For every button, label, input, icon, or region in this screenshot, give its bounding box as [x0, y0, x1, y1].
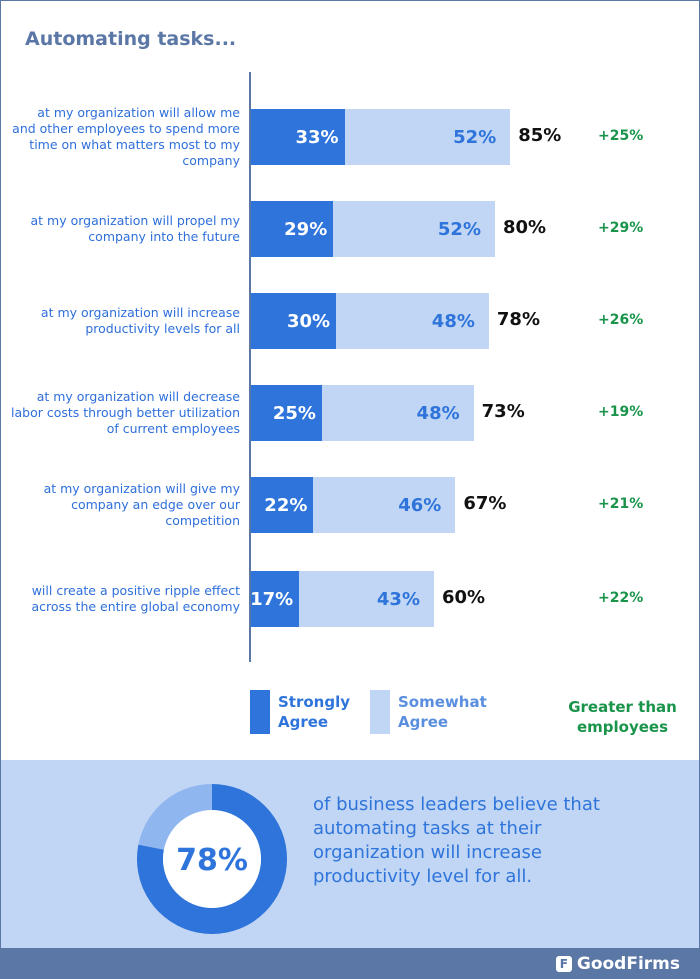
category-label: will create a positive ripple effect acr…: [31, 583, 241, 614]
difference-label: +29%: [598, 220, 644, 236]
total-label: 80%: [503, 217, 547, 238]
category-label: at my organization will decrease labor c…: [11, 389, 240, 436]
total-label: 73%: [481, 401, 525, 422]
donut-chart: 78%: [137, 784, 287, 934]
callout-text: of business leaders believe that automat…: [313, 794, 600, 887]
category-label: at my organization will increase product…: [40, 305, 240, 336]
callout-section: [1, 760, 699, 948]
legend-swatch-somewhat-agree: [370, 690, 390, 734]
bar-strongly-agree: 29%: [251, 201, 334, 257]
category-label: at my organization will propel my compan…: [30, 213, 241, 244]
difference-label: +21%: [598, 496, 644, 512]
bar-somewhat-agree: 48%: [321, 385, 474, 441]
legend-swatch-strongly-agree: [250, 690, 270, 734]
total-label: 85%: [518, 125, 562, 146]
legend-greater-than-employees: Greater than employees: [568, 698, 677, 736]
total-label: 67%: [463, 493, 507, 514]
chart-title: Automating tasks...: [25, 28, 237, 50]
goodfirms-logo-icon: F: [555, 956, 572, 972]
total-label: 78%: [496, 309, 540, 330]
legend-strongly-agree: Strongly Agree: [278, 693, 351, 731]
bar-somewhat-agree: 46%: [313, 477, 456, 533]
donut-center: [163, 810, 261, 908]
goodfirms-logo: F GoodFirms: [555, 954, 680, 974]
bar-strongly-agree: 33%: [251, 109, 345, 165]
donut-value-label: 78%: [176, 843, 248, 878]
bar-somewhat-agree: 52%: [333, 201, 495, 257]
bar-somewhat-agree: 52%: [344, 109, 511, 165]
footer: [1, 948, 699, 979]
brand-name: GoodFirms: [576, 954, 680, 974]
bar-strongly-agree: 25%: [251, 385, 322, 441]
difference-label: +22%: [598, 590, 644, 606]
category-label: at my organization will give my company …: [43, 481, 240, 528]
difference-label: +19%: [598, 404, 644, 420]
bar-strongly-agree: 30%: [251, 293, 337, 349]
bar-strongly-agree: 17%: [250, 571, 300, 627]
bar-somewhat-agree: 48%: [336, 293, 489, 349]
y-axis-line: [249, 72, 251, 662]
category-label: at my organization will allow me and oth…: [12, 105, 240, 168]
bar-strongly-agree: 22%: [251, 477, 314, 533]
bar-somewhat-agree: 43%: [299, 571, 434, 627]
total-label: 60%: [442, 587, 486, 608]
difference-label: +25%: [598, 128, 644, 144]
legend-somewhat-agree: Somewhat Agree: [398, 693, 487, 731]
difference-label: +26%: [598, 312, 644, 328]
donut-filled-arc: [137, 784, 287, 934]
